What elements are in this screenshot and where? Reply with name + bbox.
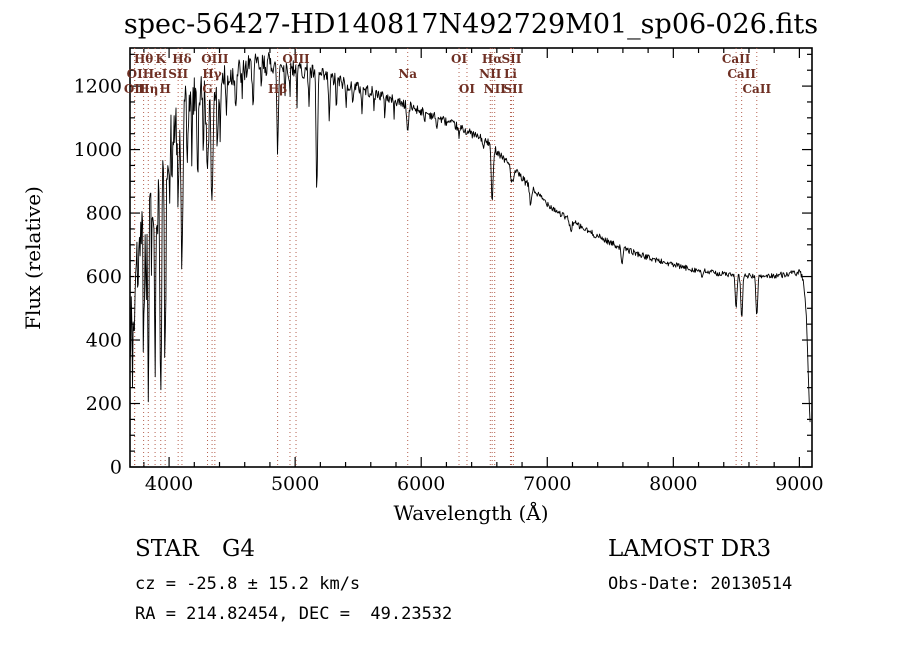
spectral-line-label: OII [124, 82, 146, 96]
x-tick-label: 6000 [397, 473, 445, 495]
y-tick-label: 800 [86, 203, 122, 225]
obs-date: Obs-Date: 20130514 [608, 574, 792, 594]
spectral-line-label: CaII [722, 52, 751, 66]
spectral-line-label: HeI [143, 67, 168, 81]
spectral-line-label: CaII [743, 82, 772, 96]
spectral-line-label: Hβ [268, 82, 287, 96]
spectral-line-label: OIII [282, 52, 310, 66]
spectral-line-label: OI [127, 67, 143, 81]
spectral-line-label: OI [459, 82, 475, 96]
cz-value: cz = -25.8 ± 15.2 km/s [135, 574, 360, 594]
y-tick-label: 1000 [74, 139, 122, 161]
y-tick-label: 400 [86, 330, 122, 352]
spectral-line-label: G [202, 82, 212, 96]
x-axis-label: Wavelength (Å) [393, 500, 548, 525]
spectral-line-label: SII [502, 52, 522, 66]
spectral-line-label: NII [479, 67, 502, 81]
plot-frame [129, 47, 813, 468]
spectral-line-label: OIII [201, 52, 229, 66]
spectral-line-label: Hθ [134, 52, 153, 66]
spectrum-trace [130, 52, 811, 423]
x-tick-label: 5000 [271, 473, 319, 495]
x-tick-label: 8000 [649, 473, 697, 495]
spectral-line-label: NII [484, 82, 507, 96]
spectral-line-label: Hη [138, 82, 158, 96]
class-label: STAR [135, 536, 199, 562]
y-tick-label: 200 [86, 393, 122, 415]
survey-label: LAMOST DR3 [608, 536, 771, 562]
spectral-line-label: Hα [482, 52, 503, 66]
subclass-label: G4 [222, 536, 255, 562]
x-tick-label: 4000 [145, 473, 193, 495]
x-tick-label: 7000 [523, 473, 571, 495]
spectral-line-label: SII [503, 82, 523, 96]
y-tick-label: 600 [86, 266, 122, 288]
spectral-line-label: CaII [727, 67, 756, 81]
spectral-line-label: Na [398, 67, 417, 81]
y-tick-label: 0 [110, 457, 122, 479]
x-tick-label: 9000 [775, 473, 823, 495]
plot-canvas: 4000 5000 6000 7000 8000 9000 0 200 400 600 800 100… [74, 47, 824, 495]
plot-title: spec-56427-HD140817N492729M01_sp06-026.f… [124, 9, 818, 40]
spectral-line-label: K [156, 52, 167, 66]
ra-dec-value: RA = 214.82454, DEC = 49.23532 [135, 604, 452, 624]
y-axis-label: Flux (relative) [21, 186, 45, 330]
y-tick-label: 1200 [74, 76, 122, 98]
spectral-line-label: Hγ [202, 67, 221, 81]
spectral-line-label: Hδ [172, 52, 191, 66]
spectral-line-label: OI [451, 52, 467, 66]
spectral-line-label: H [159, 82, 170, 96]
spectral-line-label: Li [504, 67, 517, 81]
spectral-line-label: SII [168, 67, 188, 81]
